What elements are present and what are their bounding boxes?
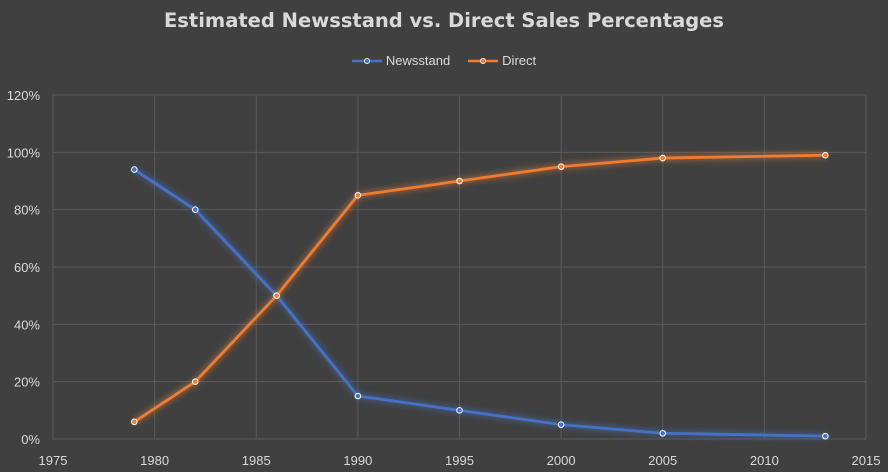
data-point-newsstand	[131, 166, 138, 173]
data-point-newsstand	[557, 421, 565, 428]
y-tick-label: 80%	[14, 203, 40, 218]
y-tick-label: 20%	[14, 375, 40, 390]
y-tick-label: 100%	[7, 145, 41, 160]
x-tick-label: 1975	[39, 453, 68, 468]
legend-label-direct: Direct	[502, 53, 537, 68]
x-tick-label: 2010	[750, 453, 779, 468]
data-point-newsstand	[822, 432, 829, 440]
data-point-direct	[456, 177, 463, 185]
data-point-direct	[659, 154, 667, 162]
x-tick-label: 1985	[242, 453, 271, 468]
data-point-direct	[191, 378, 199, 385]
chart-title: Estimated Newsstand vs. Direct Sales Per…	[163, 9, 725, 32]
data-point-newsstand	[456, 407, 463, 414]
grid-horizontal-lines	[53, 94, 866, 440]
x-tick-label: 2005	[648, 453, 677, 468]
series-direct	[131, 151, 829, 426]
legend-label-newsstand: Newsstand	[385, 53, 451, 68]
data-point-direct	[557, 163, 565, 170]
y-tick-label: 0%	[21, 432, 40, 447]
x-tick-label: 1990	[343, 453, 372, 468]
x-tick-label: 1995	[445, 453, 474, 468]
legend-swatch-direct	[468, 57, 499, 64]
series-line-direct	[132, 153, 827, 424]
data-point-direct	[822, 151, 829, 159]
data-point-direct	[273, 292, 280, 299]
data-point-newsstand	[354, 392, 362, 400]
data-point-direct	[131, 418, 138, 426]
y-tick-label: 120%	[7, 88, 41, 103]
data-point-newsstand	[191, 206, 199, 213]
series-newsstand	[131, 166, 829, 440]
y-tick-label: 40%	[14, 317, 40, 332]
legend: Newsstand Direct	[0, 53, 888, 68]
data-point-newsstand	[659, 429, 667, 437]
legend-swatch-newsstand	[351, 57, 382, 64]
x-tick-label: 2015	[852, 453, 881, 468]
x-tick-label: 2000	[547, 453, 576, 468]
x-tick-label: 1980	[140, 453, 169, 468]
legend-item-newsstand: Newsstand	[351, 53, 451, 68]
series-line-newsstand	[132, 168, 827, 438]
series-layer	[131, 151, 829, 440]
data-point-direct	[354, 192, 362, 199]
y-axis-tick-labels: 0% 20% 40% 60% 80% 100% 120%	[7, 88, 41, 447]
x-axis-tick-labels: 1975 1980 1985 1990 1995 2000 2005 2010 2015	[39, 453, 881, 468]
legend-item-direct: Direct	[468, 53, 536, 68]
y-tick-label: 60%	[14, 260, 40, 275]
